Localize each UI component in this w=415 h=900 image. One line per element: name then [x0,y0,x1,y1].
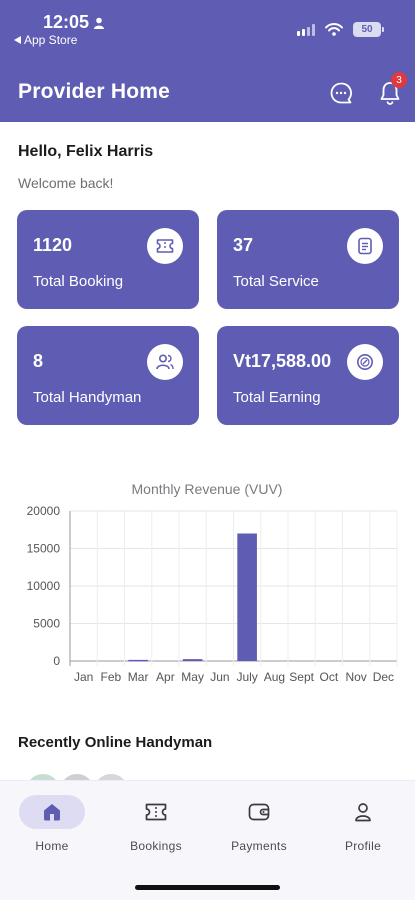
person-icon [355,803,371,822]
total-booking-label: Total Booking [33,273,124,290]
x-tick-label: Jun [210,670,229,684]
users-icon [147,344,183,380]
ticket-icon [147,228,183,264]
wallet-icon [248,803,270,821]
x-tick-label: Sept [289,670,314,684]
status-time-text: 12:05 [43,12,90,32]
y-tick-label: 15000 [27,542,61,556]
y-tick-label: 20000 [27,504,61,518]
home-indicator [135,885,280,890]
notifications-button[interactable]: 3 [377,72,407,106]
recently-online-title: Recently Online Handyman [18,734,213,751]
nav-home[interactable]: Home [7,795,97,853]
nav-profile[interactable]: Profile [318,795,408,853]
battery-level: 50 [361,24,373,35]
x-tick-label: Aug [264,670,285,684]
nav-home-label: Home [35,839,69,853]
app-header: 12:05 App Store 50 Provider Home 3 [0,0,415,122]
battery-icon: 50 [353,22,384,37]
ticket-icon [145,803,167,821]
y-tick-label: 10000 [27,579,61,593]
x-tick-label: Jan [74,670,93,684]
chat-button[interactable] [328,80,354,106]
back-label: App Store [24,33,78,47]
nav-payments-label: Payments [231,839,287,853]
x-tick-label: Mar [128,670,149,684]
page-title: Provider Home [18,80,170,103]
total-service-value: 37 [233,235,254,255]
x-tick-label: Oct [320,670,339,684]
wifi-icon [325,23,343,36]
y-tick-label: 0 [53,654,60,668]
back-triangle-icon [14,36,21,44]
total-earning-label: Total Earning [233,389,321,406]
total-service-card[interactable]: 37 Total Service [217,210,399,309]
bottom-navigation: Home Bookings Payments Profile [0,780,415,900]
signal-icon [297,23,315,36]
coin-icon [347,344,383,380]
chart-title: Monthly Revenue (VUV) [132,481,283,497]
home-icon [44,804,60,821]
x-tick-label: Nov [345,670,366,684]
total-booking-value: 1120 [33,235,73,255]
bar-may [182,659,203,661]
nav-payments[interactable]: Payments [214,795,304,853]
nav-bookings-label: Bookings [130,839,182,853]
x-tick-label: Apr [156,670,175,684]
greeting-text: Hello, Felix Harris [18,143,154,160]
y-tick-label: 5000 [33,617,60,631]
status-time: 12:05 [43,12,105,33]
total-earning-value: Vt17,588.00 [233,351,332,371]
document-icon [347,228,383,264]
nav-bookings[interactable]: Bookings [111,795,201,853]
person-icon [94,17,105,29]
nav-profile-label: Profile [344,839,382,853]
monthly-revenue-chart: Monthly Revenue (VUV) 0 5000 10000 15000 200… [27,481,398,684]
x-tick-label: May [181,670,204,684]
back-to-app-store[interactable]: App Store [14,33,77,47]
total-service-label: Total Service [233,273,319,290]
notification-badge: 3 [391,72,407,88]
x-tick-label: Dec [373,670,394,684]
total-handyman-value: 8 [33,351,44,371]
status-indicators: 50 [297,22,384,37]
total-handyman-card[interactable]: 8 Total Handyman [17,326,199,425]
bar-july [237,533,257,661]
bar-mar [128,659,148,662]
total-booking-card[interactable]: 1120 Total Booking [17,210,199,309]
chat-icon [330,82,352,104]
x-tick-label: July [236,670,257,684]
x-tick-label: Feb [101,670,122,684]
total-earning-card[interactable]: Vt17,588.00 Total Earning [217,326,399,425]
total-handyman-label: Total Handyman [33,389,142,406]
welcome-text: Welcome back! [18,175,114,191]
